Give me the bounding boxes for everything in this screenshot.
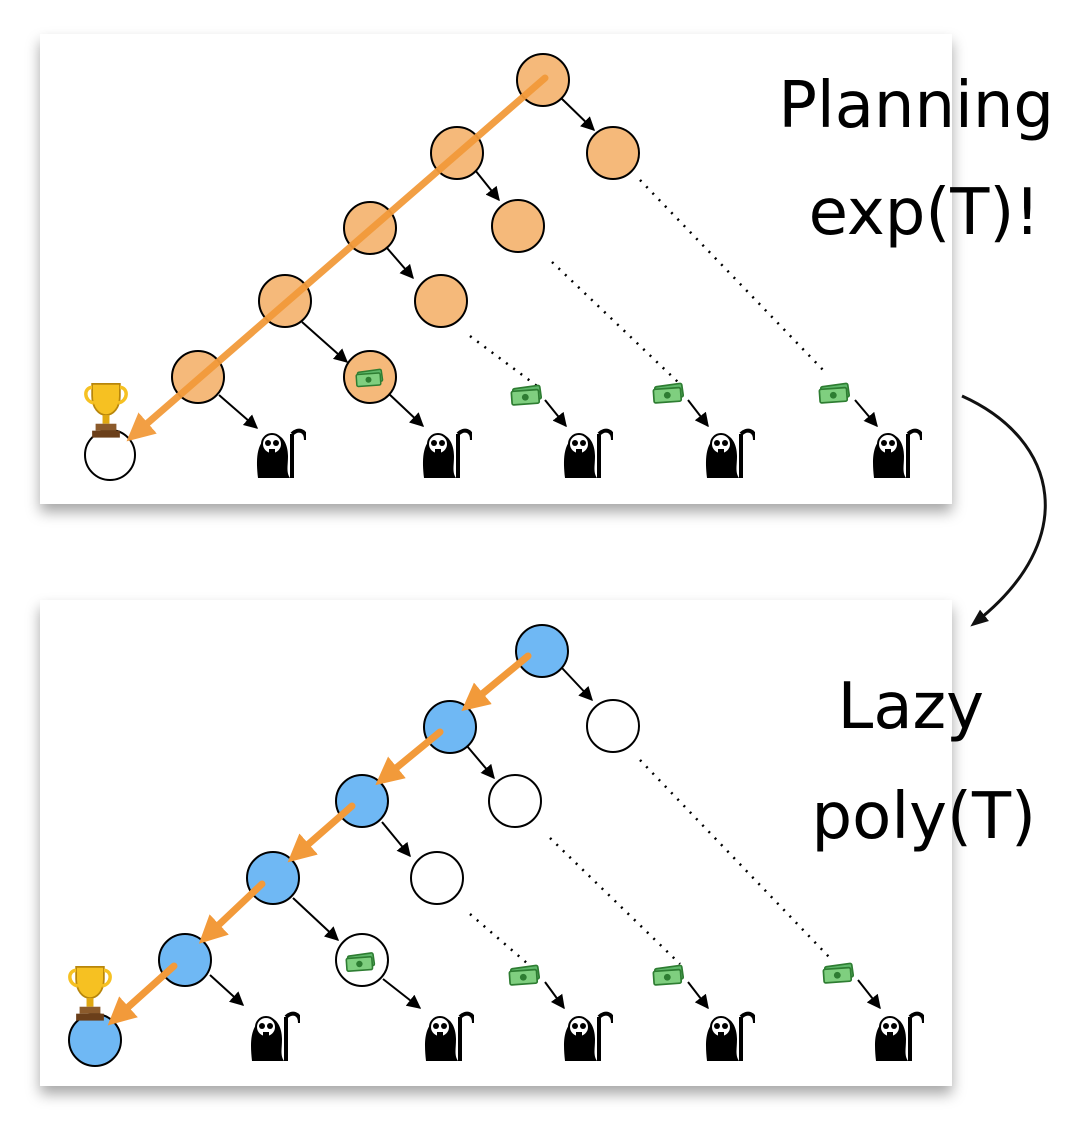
bottom-label-line2: poly(T) xyxy=(812,780,1036,854)
top-planning-path xyxy=(126,74,549,442)
top-label-line2: exp(T)! xyxy=(809,176,1040,250)
transition-arrow xyxy=(961,394,1047,627)
money-icon xyxy=(510,384,543,406)
money-icon xyxy=(818,382,851,404)
money-icon xyxy=(652,382,685,404)
top-node xyxy=(414,274,468,328)
bottom-node xyxy=(158,933,212,987)
top-tree-edges xyxy=(218,96,878,429)
bottom-node-goal xyxy=(68,1013,122,1067)
bottom-node-unvisited xyxy=(410,851,464,905)
money-icon xyxy=(355,368,384,388)
top-label-line1: Planning xyxy=(778,69,1054,143)
bottom-node-unvisited xyxy=(488,774,542,828)
money-icon xyxy=(822,962,855,984)
money-icon xyxy=(345,951,376,973)
bottom-lazy-path xyxy=(107,652,532,1026)
bottom-node-unvisited xyxy=(586,699,640,753)
bottom-node xyxy=(246,851,300,905)
bottom-label-line1: Lazy xyxy=(838,670,984,744)
top-node xyxy=(586,126,640,180)
top-panel: Planning exp(T)! xyxy=(40,34,1054,504)
bottom-node xyxy=(423,700,477,754)
bottom-tree-nodes xyxy=(68,624,640,1067)
bottom-panel: Lazy poly(T) xyxy=(40,600,1036,1086)
money-icon xyxy=(652,964,685,986)
bottom-node xyxy=(335,774,389,828)
money-icon xyxy=(508,964,541,986)
bottom-tree-edges xyxy=(209,667,881,1010)
top-panel-card xyxy=(40,34,952,504)
bottom-node-root xyxy=(515,624,569,678)
bottom-tree-dotted-edges xyxy=(469,759,831,965)
top-node xyxy=(491,199,545,253)
